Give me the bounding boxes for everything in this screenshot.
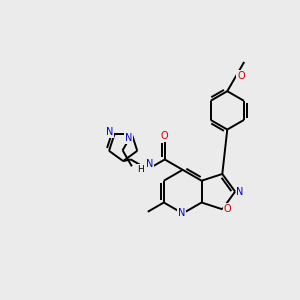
Text: O: O [224,204,231,214]
Text: N: N [106,127,113,137]
Text: N: N [125,133,133,143]
Text: H: H [137,165,144,174]
Text: N: N [146,159,153,169]
Text: O: O [161,131,169,141]
Text: O: O [237,71,245,81]
Text: N: N [236,187,244,196]
Text: N: N [178,208,185,218]
